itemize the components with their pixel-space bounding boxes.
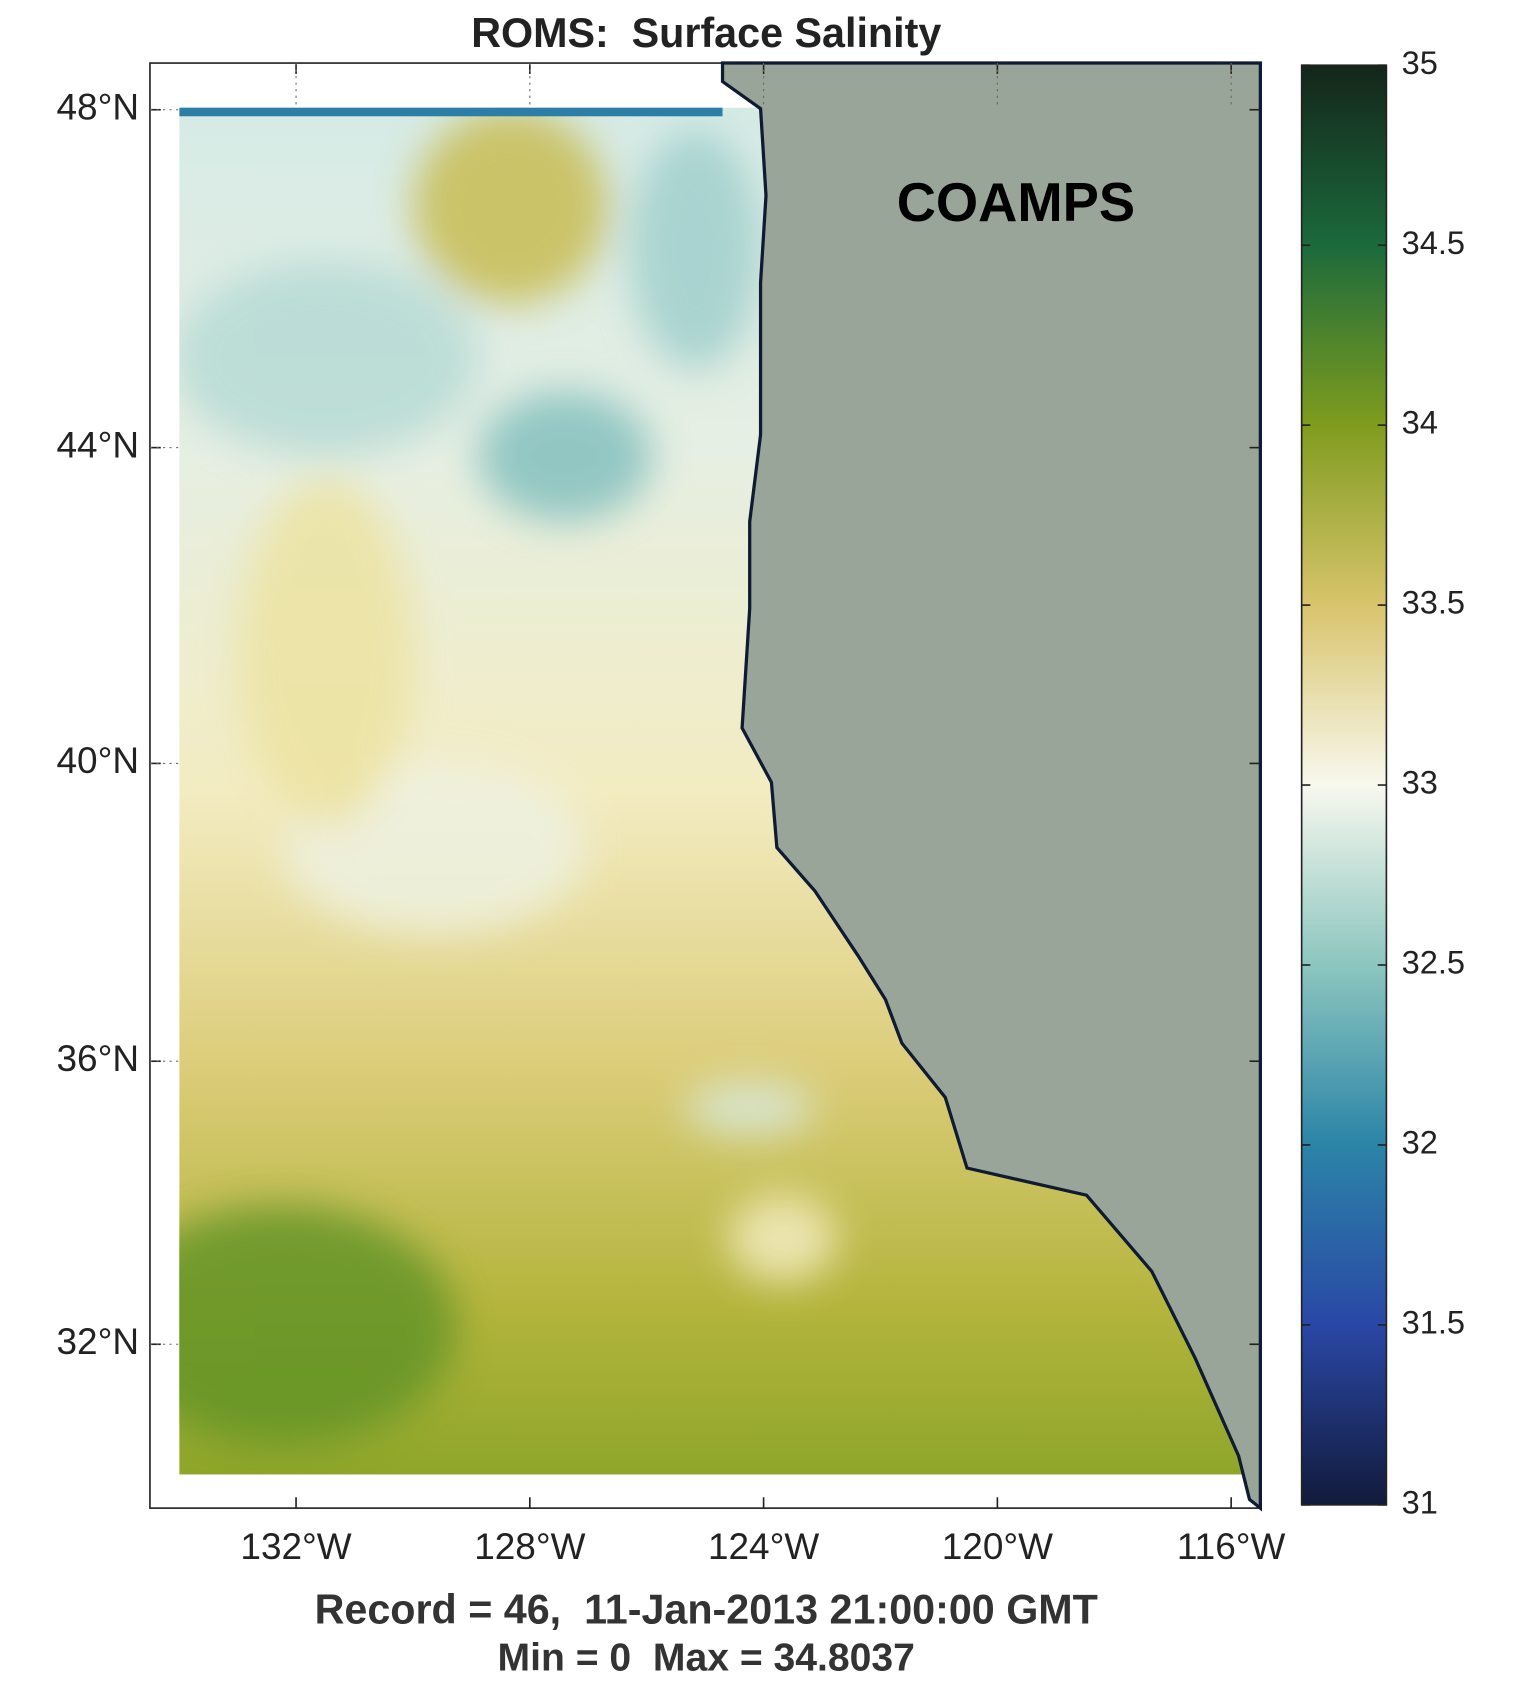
x-tick-label: 128°W — [474, 1526, 585, 1567]
land — [720, 61, 1262, 1512]
colorbar-tick-label: 31 — [1402, 1483, 1438, 1520]
colorbar-tick-label: 33.5 — [1402, 584, 1465, 621]
colorbar-tick-label: 32 — [1402, 1124, 1438, 1161]
footer-line: Min = 0 Max = 34.8037 — [498, 1637, 915, 1680]
colorbar-tick-label: 31.5 — [1402, 1304, 1465, 1341]
y-tick-label: 48°N — [57, 87, 140, 128]
x-tick-label: 116°W — [1177, 1526, 1286, 1567]
y-tick-label: 40°N — [57, 740, 140, 781]
colorbar-tick-label: 34.5 — [1402, 224, 1465, 261]
x-tick-label: 124°W — [708, 1526, 819, 1567]
colorbar-tick-label: 34 — [1402, 404, 1438, 441]
y-tick-label: 44°N — [57, 424, 140, 465]
colorbar-tick-label: 32.5 — [1402, 944, 1465, 981]
colorbar-tick-label: 33 — [1402, 764, 1438, 801]
x-tick-label: 120°W — [942, 1526, 1053, 1567]
title: ROMS: Surface Salinity — [471, 10, 941, 56]
footer-line: Record = 46, 11-Jan-2013 21:00:00 GMT — [315, 1586, 1098, 1632]
colorbar — [1300, 64, 1388, 1506]
y-tick-label: 36°N — [57, 1038, 140, 1079]
y-tick-label: 32°N — [57, 1321, 140, 1362]
colorbar-tick-label: 35 — [1402, 44, 1438, 81]
x-tick-label: 132°W — [240, 1526, 351, 1567]
annotation: COAMPS — [897, 172, 1135, 233]
